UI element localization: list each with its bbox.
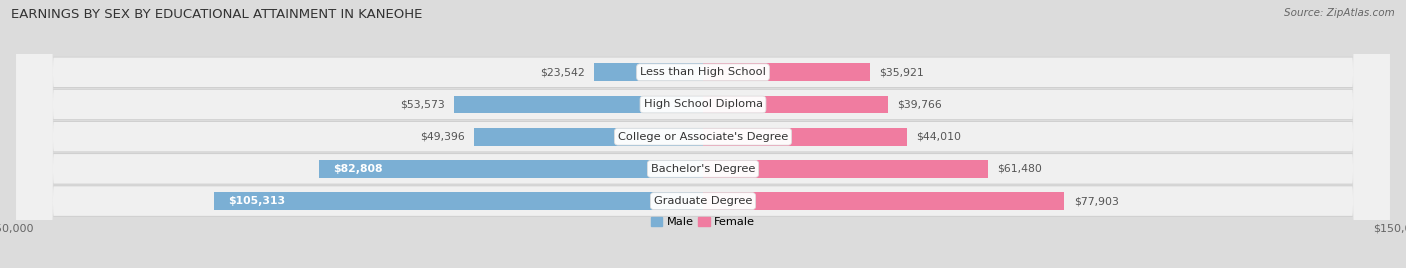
Text: $23,542: $23,542: [540, 67, 585, 77]
Bar: [703, 160, 988, 178]
Text: Bachelor's Degree: Bachelor's Degree: [651, 164, 755, 174]
Bar: [214, 192, 703, 210]
Bar: [703, 192, 1064, 210]
Bar: [703, 64, 870, 81]
FancyBboxPatch shape: [17, 0, 1389, 268]
FancyBboxPatch shape: [17, 0, 1389, 268]
Text: College or Associate's Degree: College or Associate's Degree: [617, 132, 789, 142]
Bar: [703, 128, 907, 146]
Text: $53,573: $53,573: [401, 99, 446, 110]
Bar: [319, 160, 703, 178]
Text: $61,480: $61,480: [997, 164, 1042, 174]
FancyBboxPatch shape: [17, 0, 1389, 268]
Text: $77,903: $77,903: [1074, 196, 1119, 206]
Text: $82,808: $82,808: [333, 164, 382, 174]
Bar: [454, 96, 703, 113]
FancyBboxPatch shape: [17, 0, 1389, 268]
Text: EARNINGS BY SEX BY EDUCATIONAL ATTAINMENT IN KANEOHE: EARNINGS BY SEX BY EDUCATIONAL ATTAINMEN…: [11, 8, 423, 21]
Legend: Male, Female: Male, Female: [651, 217, 755, 227]
FancyBboxPatch shape: [17, 0, 1389, 268]
FancyBboxPatch shape: [17, 0, 1389, 268]
FancyBboxPatch shape: [17, 0, 1389, 268]
Bar: [593, 64, 703, 81]
Text: $44,010: $44,010: [917, 132, 962, 142]
Text: $105,313: $105,313: [228, 196, 285, 206]
FancyBboxPatch shape: [17, 0, 1389, 268]
Text: $39,766: $39,766: [897, 99, 942, 110]
Text: Less than High School: Less than High School: [640, 67, 766, 77]
Bar: [474, 128, 703, 146]
Text: $49,396: $49,396: [420, 132, 464, 142]
FancyBboxPatch shape: [17, 0, 1389, 268]
Text: $35,921: $35,921: [879, 67, 924, 77]
Text: Source: ZipAtlas.com: Source: ZipAtlas.com: [1284, 8, 1395, 18]
FancyBboxPatch shape: [17, 0, 1389, 268]
Bar: [703, 96, 887, 113]
Text: High School Diploma: High School Diploma: [644, 99, 762, 110]
Text: Graduate Degree: Graduate Degree: [654, 196, 752, 206]
